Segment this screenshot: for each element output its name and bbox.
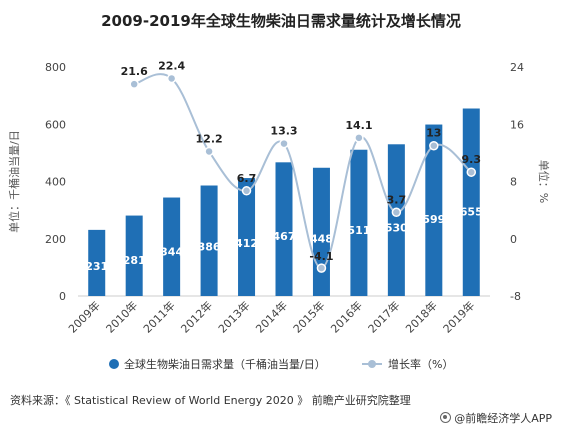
rate-value-label: 14.1 [345, 119, 372, 132]
y-left-tick-label: 400 [45, 176, 66, 189]
growth-rate-line [133, 73, 472, 270]
growth-rate-point [316, 263, 327, 273]
bar [462, 108, 480, 296]
growth-rate-point [466, 167, 477, 177]
x-tick-label: 2009年 [65, 298, 102, 335]
line-series: 231 281 344 386 412 467 448 511 530 599 655 21.6 22.… [85, 59, 483, 273]
x-tick-label: 2018年 [402, 298, 439, 335]
bar [88, 229, 106, 296]
y-right-tick-label: 8 [510, 176, 517, 189]
x-tick-label: 2016年 [328, 298, 365, 335]
rate-value-label: -4.1 [309, 250, 333, 263]
bar-value-label: 281 [123, 254, 146, 267]
bar-value-label: 231 [85, 260, 108, 273]
bar-value-label: 467 [273, 230, 296, 243]
rate-value-label: 21.6 [121, 65, 148, 78]
rate-value-label: 13 [426, 127, 441, 140]
y-left-tick-label: 600 [45, 118, 66, 131]
bar-value-label: 599 [422, 213, 445, 226]
legend-bar-marker [109, 359, 119, 369]
x-tick-label: 2015年 [290, 298, 327, 335]
y-right-tick-label: 0 [510, 233, 517, 246]
x-tick-label: 2017年 [365, 298, 402, 335]
bar [275, 162, 293, 296]
x-tick-label: 2010年 [103, 298, 140, 335]
chart-title: 2009-2019年全球生物柴油日需求量统计及增长情况 [101, 12, 461, 30]
y-right-tick-label: 24 [510, 61, 524, 74]
legend-line-label: 增长率（%） [388, 357, 453, 371]
rate-value-label: 13.3 [270, 125, 297, 138]
legend-bar-label: 全球生物柴油日需求量（千桶油当量/日） [124, 357, 326, 371]
x-tick-label: 2014年 [253, 298, 290, 335]
growth-rate-point [204, 146, 214, 157]
chart-legend: 全球生物柴油日需求量（千桶油当量/日） 增长率（%） [109, 357, 453, 371]
bar [200, 185, 218, 296]
bar-value-label: 511 [347, 224, 370, 237]
bar-value-label: 386 [198, 240, 221, 253]
bar [425, 124, 443, 296]
bar [163, 197, 181, 296]
growth-rate-point [279, 138, 289, 149]
growth-rate-point [391, 207, 402, 218]
y-left-tick-label: 800 [45, 61, 66, 74]
bar [387, 144, 405, 296]
brand-logo-icon [440, 412, 452, 423]
bar-value-label: 344 [160, 246, 183, 259]
growth-rate-point [166, 73, 177, 84]
brand-text: @前瞻经济学人APP [454, 412, 552, 425]
growth-rate-point [429, 140, 439, 151]
y-left-tick-label: 200 [45, 233, 66, 246]
bar-value-label: 530 [385, 222, 408, 235]
bar [238, 178, 256, 296]
bar [125, 215, 143, 296]
x-tick-label: 2011年 [140, 298, 177, 335]
y-left-tick-label: 0 [59, 290, 66, 303]
rate-value-label: 9.3 [462, 153, 482, 166]
rate-value-label: 22.4 [158, 59, 185, 72]
bar-value-label: 655 [460, 206, 483, 219]
source-note: 资料来源：《 Statistical Review of World Energ… [10, 394, 411, 407]
y-right-tick-label: 16 [510, 118, 524, 131]
bar-value-label: 448 [310, 232, 333, 245]
y-right-axis-label: 单位：% [537, 160, 551, 203]
legend-line-dot [368, 360, 376, 368]
growth-rate-point [354, 133, 364, 143]
x-tick-label: 2012年 [178, 298, 215, 335]
x-tick-label: 2019年 [440, 298, 477, 335]
brand-credit: @前瞻经济学人APP [440, 410, 552, 426]
bar [350, 149, 368, 296]
rate-value-label: 3.7 [387, 193, 407, 206]
rate-value-label: 12.2 [196, 132, 223, 145]
bar-value-label: 412 [235, 237, 258, 250]
y-left-axis-label: 单位：千桶油当量/日 [7, 130, 21, 233]
y-right-tick-label: -8 [510, 290, 521, 303]
growth-rate-point [129, 79, 139, 89]
rate-value-label: 6.7 [237, 172, 257, 185]
x-tick-label: 2013年 [215, 298, 252, 335]
growth-rate-point [241, 186, 252, 196]
